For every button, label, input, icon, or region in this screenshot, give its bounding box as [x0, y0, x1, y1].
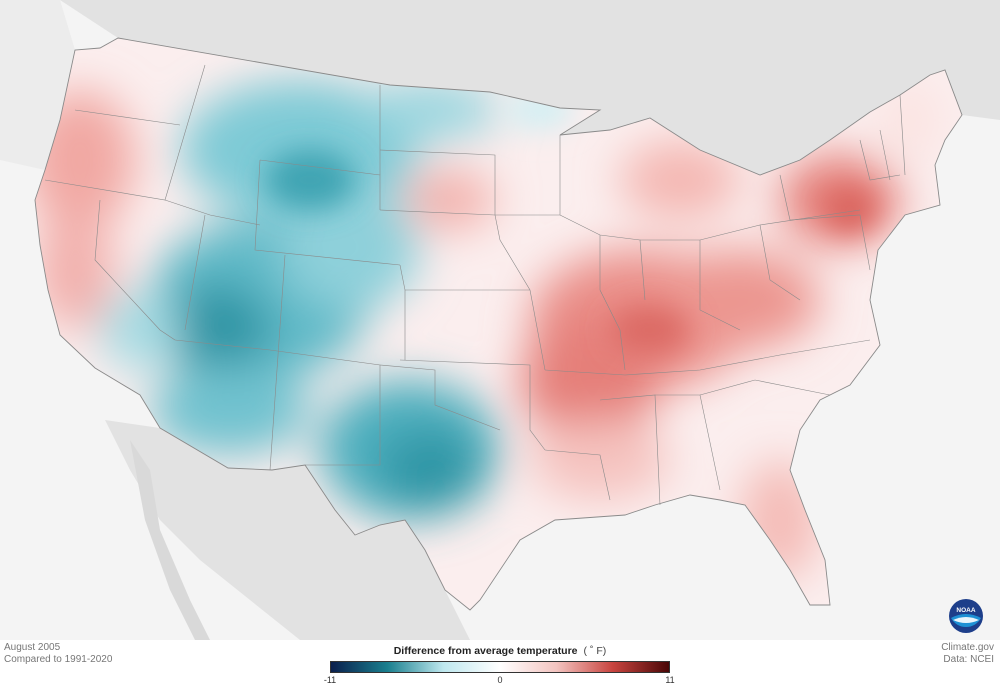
temperature-anomaly-map: [0, 0, 1000, 640]
noaa-logo-text: NOAA: [956, 607, 975, 614]
legend-unit: ( ˚ F): [583, 645, 607, 657]
legend-max-label: 11: [665, 675, 675, 685]
legend-mid-label: 0: [497, 675, 503, 685]
legend-title-text: Difference from average temperature: [393, 645, 578, 657]
surrounding-land: [0, 0, 1000, 640]
legend-title: Difference from average temperature ( ˚ F…: [330, 645, 670, 657]
period-info: August 2005 Compared to 1991-2020: [4, 642, 112, 666]
credits: Climate.gov Data: NCEI: [941, 642, 994, 666]
noaa-logo-icon: NOAA: [949, 599, 983, 633]
anomaly-field: [35, 38, 962, 610]
baseline-label: Compared to 1991-2020: [4, 654, 113, 665]
period-label: August 2005: [4, 642, 61, 653]
source-label: Climate.gov: [941, 642, 994, 653]
footer: August 2005 Compared to 1991-2020 Differ…: [0, 640, 1000, 690]
legend-min-label: -11: [323, 675, 337, 685]
state-borders: [34, 37, 963, 611]
legend-color-bar: [330, 661, 670, 673]
data-credit-label: Data: NCEI: [943, 654, 994, 665]
